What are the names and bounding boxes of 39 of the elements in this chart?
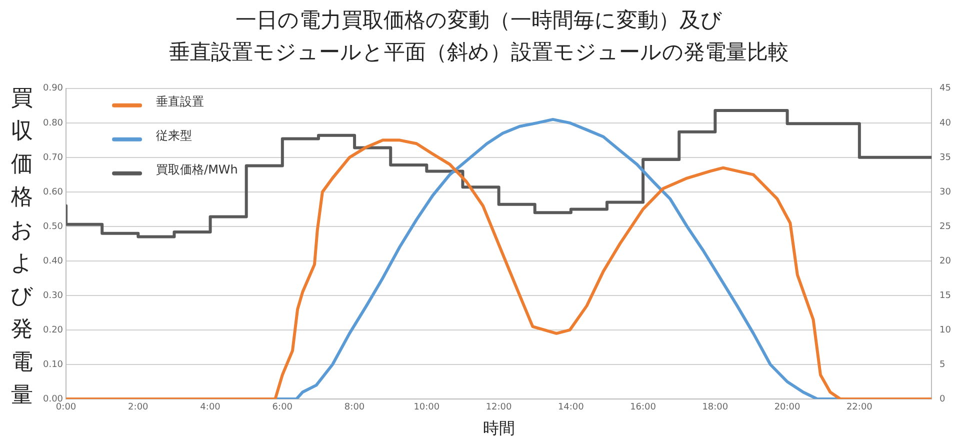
y2-tick-label: 15: [940, 290, 951, 301]
chart-subtitle: 垂直設置モジュールと平面（斜め）設置モジュールの発電量比較: [168, 39, 790, 66]
x-tick-label: 8:00: [344, 402, 365, 413]
y2-tick-label: 30: [940, 187, 952, 198]
x-tick-label: 18:00: [702, 402, 728, 413]
legend-label: 垂直設置: [156, 94, 204, 109]
y2-tick-label: 25: [940, 222, 951, 232]
y2-tick-label: 20: [940, 256, 952, 266]
y-tick-label: 0.20: [42, 325, 64, 336]
chart-title: 一日の電力買取価格の変動（一時間毎に変動）及び: [234, 7, 724, 34]
x-tick-label: 14:00: [558, 402, 584, 413]
y2-tick-label: 45: [940, 84, 951, 94]
y-tick-label: 0.10: [42, 360, 64, 370]
text: 買収価格および発電量: [10, 86, 34, 408]
y-tick-label: 0.00: [42, 394, 64, 404]
y-tick-label: 0.50: [42, 222, 64, 232]
y-tick-label: 0.40: [42, 256, 64, 266]
y2-tick-label: 10: [940, 325, 952, 336]
x-tick-label: 6:00: [272, 402, 293, 413]
x-tick-label: 12:00: [486, 402, 512, 413]
x-tick-label: 0:00: [56, 402, 76, 413]
legend-label: 従来型: [156, 128, 192, 143]
y-tick-label: 0.60: [42, 187, 64, 198]
legend-label: 買取価格/MWh: [156, 162, 238, 177]
x-axis-title: 時間: [482, 418, 515, 438]
x-tick-label: 20:00: [774, 402, 801, 413]
y-tick-label: 0.30: [42, 290, 64, 301]
y2-tick-label: 0: [940, 394, 946, 404]
y-tick-label: 0.70: [42, 152, 64, 163]
x-tick-label: 4:00: [200, 402, 221, 413]
y2-tick-label: 40: [940, 118, 952, 128]
y2-tick-label: 5: [940, 360, 946, 370]
y-tick-label: 0.90: [42, 84, 64, 94]
y-tick-label: 0.80: [42, 118, 64, 128]
x-tick-label: 2:00: [128, 402, 149, 413]
x-tick-label: 16:00: [630, 402, 656, 413]
x-tick-label: 10:00: [414, 402, 440, 413]
y2-tick-label: 35: [940, 152, 951, 163]
x-tick-label: 22:00: [846, 402, 873, 413]
